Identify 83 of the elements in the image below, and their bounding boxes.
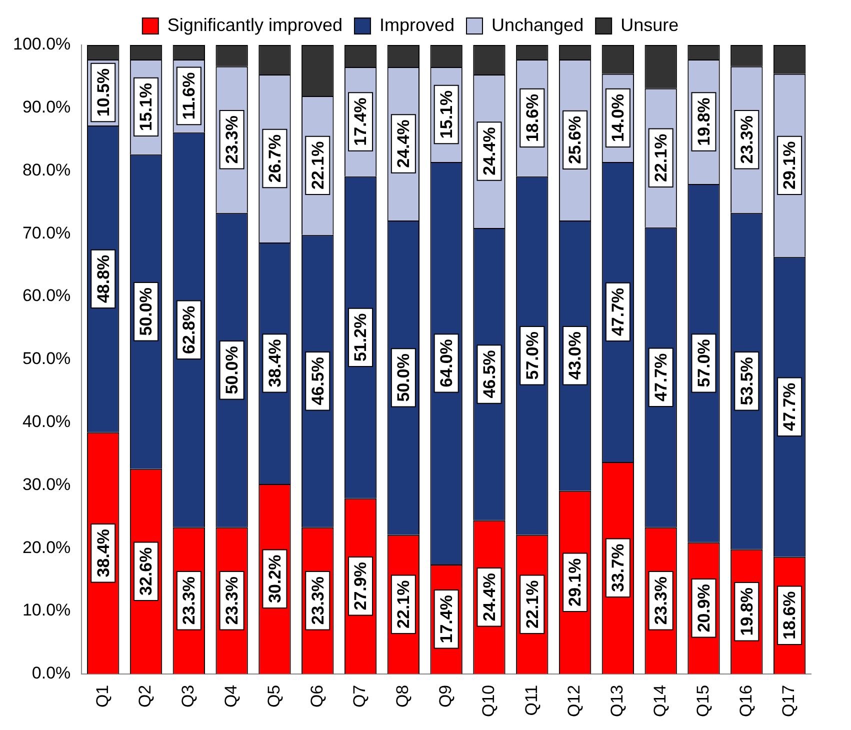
data-label: 24.4% [394,120,414,168]
y-tick-label: 70.0% [22,223,71,242]
data-label: 38.4% [265,339,284,388]
data-label: 22.1% [522,580,542,628]
data-label: 50.0% [394,354,414,402]
x-tick-label: Q14 [650,684,670,718]
data-label: 17.4% [351,98,370,146]
y-tick-label: 90.0% [22,98,71,117]
data-label: 19.8% [694,98,714,146]
data-label: 19.8% [737,588,756,636]
y-tick-label: 60.0% [22,286,71,306]
x-tick-label: Q3 [178,684,198,708]
x-tick-label: Q1 [92,684,112,708]
data-label: 10.5% [94,68,113,117]
data-label: 17.4% [437,595,456,644]
data-label: 38.4% [94,529,113,578]
data-label: 23.3% [180,576,199,625]
data-label: 15.1% [136,82,156,132]
data-label: 47.7% [780,382,800,432]
data-label: 64.0% [437,339,456,388]
x-tick-label: Q13 [608,684,627,718]
data-label: 29.1% [566,558,585,606]
x-tick-label: Q8 [393,684,412,708]
data-label: 23.3% [222,116,242,164]
data-label: 27.9% [351,562,370,610]
x-tick-label: Q12 [564,684,584,718]
data-label: 48.8% [94,254,113,304]
x-tick-label: Q15 [693,684,712,718]
data-label: 50.0% [136,288,156,336]
data-label: 50.0% [222,346,242,394]
y-tick-label: 100.0% [12,34,71,54]
data-label: 57.0% [694,339,714,388]
data-label: 18.6% [522,94,542,142]
y-tick-label: 30.0% [22,474,71,494]
data-label: 15.1% [437,90,456,139]
data-label: 46.5% [308,357,328,406]
data-label: 22.1% [652,134,671,182]
data-label: 24.4% [480,573,499,622]
data-label: 23.3% [737,116,756,164]
legend-label: Significantly improved [167,14,342,35]
legend-label: Improved [379,14,455,35]
data-label: 43.0% [566,332,585,380]
x-tick-label: Q17 [779,684,798,718]
y-tick-label: 20.0% [22,538,71,557]
x-tick-label: Q9 [436,684,456,708]
x-tick-label: Q2 [136,684,155,708]
legend-label: Unchanged [492,14,584,35]
data-label: 62.8% [180,306,199,354]
data-label: 22.1% [394,580,414,628]
y-tick-label: 0.0% [32,664,71,683]
y-tick-label: 80.0% [22,160,71,180]
data-label: 30.2% [265,554,284,604]
x-tick-label: Q16 [736,684,756,718]
data-label: 20.9% [694,584,714,632]
y-tick-label: 40.0% [22,412,71,432]
data-label: 26.7% [265,134,284,183]
data-label: 23.3% [652,576,671,625]
x-tick-label: Q11 [522,684,541,716]
legend-label: Unsure [620,14,679,35]
x-tick-label: Q6 [307,684,326,708]
data-label: 22.1% [308,141,328,190]
x-tick-label: Q4 [222,684,241,708]
data-label: 24.4% [480,127,499,176]
data-label: 53.5% [737,357,756,406]
data-label: 51.2% [351,313,370,362]
data-label: 33.7% [608,544,628,592]
data-label: 57.0% [522,332,542,380]
data-label: 46.5% [480,350,499,398]
data-label: 18.6% [780,591,800,640]
x-tick-label: Q5 [264,684,284,708]
y-tick-label: 50.0% [22,349,71,368]
data-label: 23.3% [308,576,328,625]
data-label: 11.6% [180,72,199,120]
data-label: 23.3% [222,576,242,625]
x-tick-label: Q10 [478,684,498,718]
data-label: 47.7% [652,353,671,402]
data-label: 25.6% [566,116,585,164]
data-label: 47.7% [608,288,628,336]
x-tick-label: Q7 [350,684,370,708]
data-label: 29.1% [780,141,800,190]
data-label: 32.6% [136,547,156,596]
data-label: 14.0% [608,94,628,142]
y-tick-label: 10.0% [22,600,71,620]
